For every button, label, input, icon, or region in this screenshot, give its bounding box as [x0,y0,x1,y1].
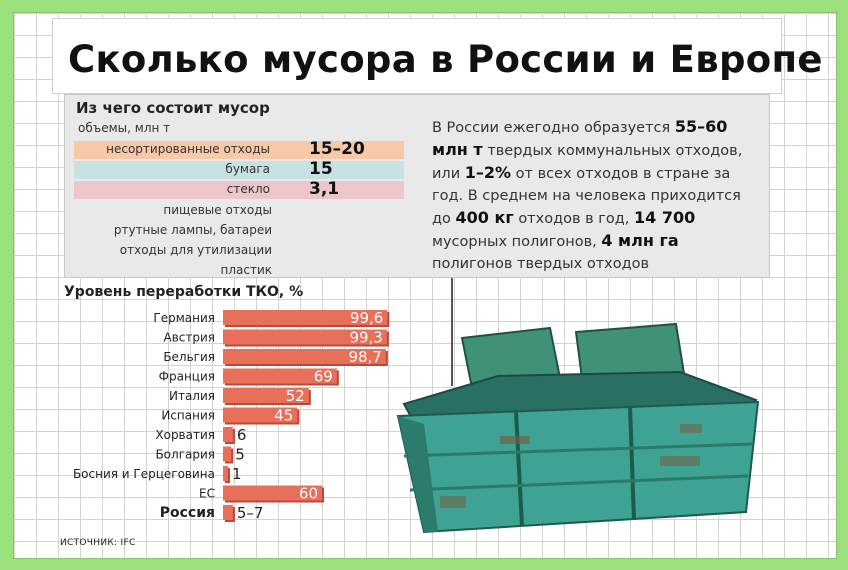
composition-value: 3,1 [309,179,340,199]
bar [223,505,233,520]
composition-subtitle: объемы, млн т [78,121,171,135]
bar [223,427,233,442]
category-label: Франция [159,370,215,384]
composition-title: Из чего состоит мусор [76,99,270,117]
bar [223,485,322,501]
page-title: Сколько мусора в России и Европе [68,38,823,81]
composition-other: пищевые отходы [163,203,272,217]
fact-text: В России ежегодно образуется [432,120,671,136]
value-label: 45 [274,407,293,425]
category-label: Босния и Герцеговина [73,467,215,481]
fact-amount: 55–60 млн т [432,117,728,159]
bar [223,446,232,462]
composition-row: стекло 3,1 [74,179,404,199]
value-label: 5 [235,446,245,464]
composition-label: несортированные отходы [106,142,270,156]
bar [223,310,388,325]
composition-label: бумага [225,162,270,176]
dumpster-illustration [396,278,760,534]
russia-facts: В России ежегодно образуется 55–60 млн т… [432,116,762,275]
bar [223,349,386,364]
value-label: 98,7 [348,348,381,366]
composition-other: ртутные лампы, батареи [113,223,272,237]
bar [223,388,309,403]
fact-area: 4 млн га [601,231,679,250]
fact-text: от всех отходов в стране за год. В средн… [432,166,741,227]
source-note: ИСТОЧНИК: IFC [60,538,136,548]
value-label: 99,6 [350,309,383,327]
bar [223,407,298,423]
category-label: Италия [169,389,215,403]
composition-row: бумага 15 [74,159,404,179]
category-label: ЕС [199,487,215,501]
category-label: Бельгия [163,350,215,364]
fact-landfills: 14 700 [634,208,696,227]
value-label: 60 [299,485,318,503]
fact-text: мусорных полигонов, [432,234,597,250]
bar [223,368,337,384]
value-label: 52 [286,387,305,405]
fact-text: отходов в год, [518,211,630,227]
title-box [52,18,782,94]
fact-share: 1–2% [464,163,512,182]
fact-per-person: 400 кг [455,208,514,227]
fact-text: полигонов твердых отходов [432,256,650,272]
category-label: Хорватия [155,428,215,442]
bar [223,329,387,345]
value-label: 5–7 [237,504,264,522]
bar [223,466,228,481]
composition-value: 15 [309,159,333,179]
category-label: Болгария [155,448,215,462]
composition-label: стекло [226,182,270,196]
recycling-title: Уровень переработки ТКО, % [64,284,304,300]
value-label: 1 [232,465,242,483]
category-label: Германия [153,311,215,325]
value-label: 99,3 [349,329,382,347]
category-label: Россия [160,505,215,521]
composition-value: 15–20 [309,139,365,159]
composition-row: несортированные отходы 15–20 [74,139,404,159]
value-label: 69 [314,368,333,386]
category-label: Австрия [163,331,215,345]
composition-other: отходы для утилизации [119,243,272,257]
category-label: Испания [161,409,215,423]
fact-text: твердых коммунальных отходов, или [432,143,743,182]
value-label: 6 [237,426,247,444]
composition-other: пластик [220,263,272,277]
